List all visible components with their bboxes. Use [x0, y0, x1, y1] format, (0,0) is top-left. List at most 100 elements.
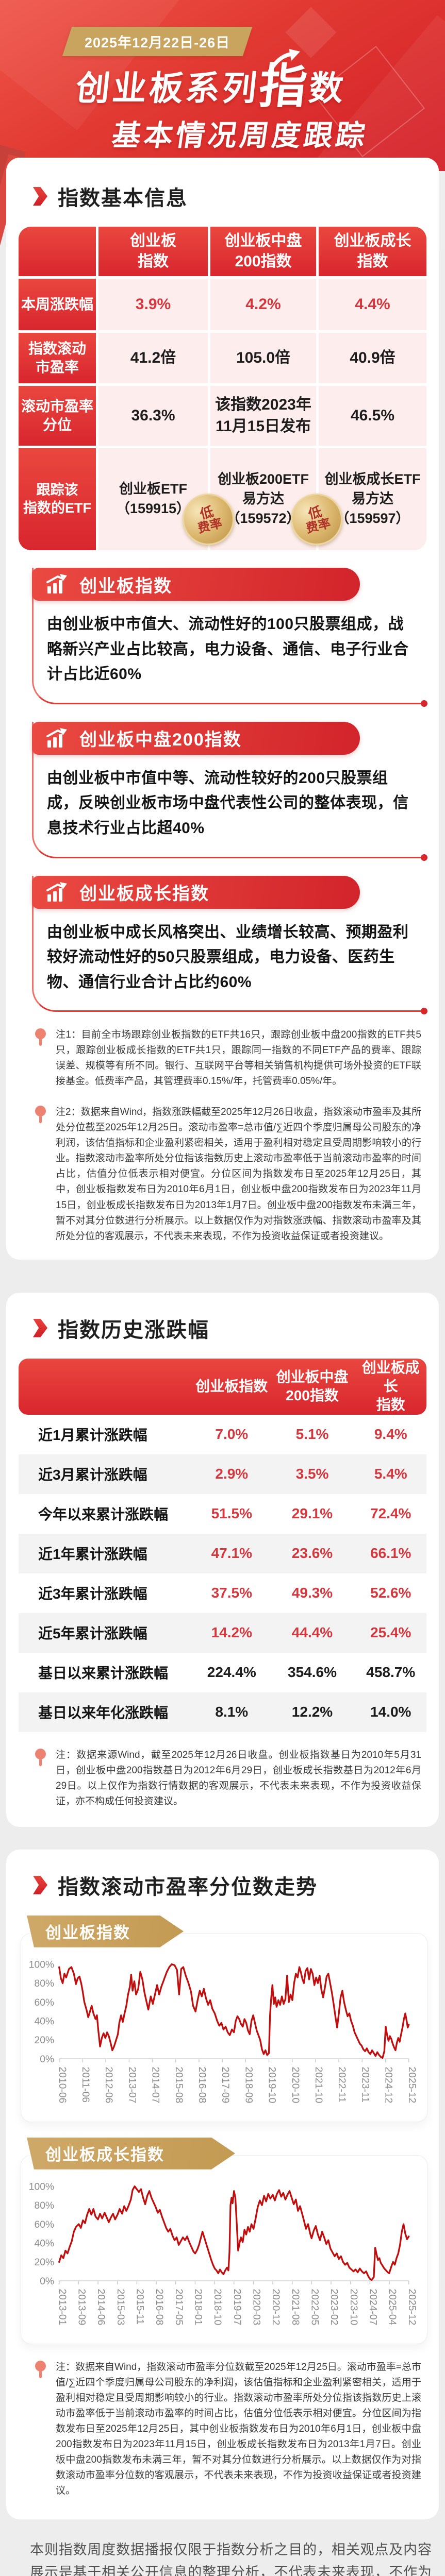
index-description-cyb200: 创业板中盘200指数 由创业板中市值中等、流动性较好的200只股票组成，反映创业…: [32, 721, 427, 861]
svg-text:80%: 80%: [34, 2200, 54, 2211]
table-cell: 37.5%: [211, 1585, 252, 1601]
table-cell: 该指数2023年 11月15日发布: [210, 386, 316, 446]
index-description-text: 由创业板中市值中等、流动性较好的200只股票组成，反映创业板市场中盘代表性公司的…: [47, 769, 409, 837]
svg-text:2019-10: 2019-10: [267, 2066, 277, 2103]
svg-text:2018-01: 2018-01: [192, 2289, 203, 2325]
pe-percentile-chart-cyb: 100% 80% 60% 40% 20% 0%2010-06 2011-06 2012-06 2…: [29, 1959, 417, 2103]
table-cell: 47.1%: [211, 1545, 252, 1562]
table-cell: 5.4%: [374, 1466, 407, 1482]
table-row: 近1年累计涨跌幅 47.1% 23.6% 66.1%: [19, 1533, 426, 1573]
svg-text:40%: 40%: [34, 2016, 54, 2027]
index-pill: 创业板中盘200指数: [32, 721, 360, 755]
table-column-header: 创业板 指数: [98, 227, 208, 276]
history-table-header: 创业板指数 创业板中盘 200指数 创业板成长 指数: [19, 1358, 426, 1415]
table-cell: 14.0%: [370, 1704, 411, 1720]
footnote-1: 注1：目前全市场跟踪创业板指数的ETF共16只，跟踪创业板中盘200指数的ETF…: [35, 1027, 421, 1089]
svg-text:2015-11: 2015-11: [134, 2289, 145, 2324]
svg-text:2017-05: 2017-05: [173, 2289, 184, 2325]
svg-text:2020-10: 2020-10: [290, 2066, 301, 2103]
disclaimer-footer: 本则指数周度数据播报仅限于指数分析之目的，相关观点及内容展示是基于相关公开信息的…: [30, 2541, 432, 2576]
chevron-icon: [33, 1318, 47, 1337]
svg-text:2024-12: 2024-12: [383, 2066, 394, 2103]
section-heading: 指数滚动市盈率分位数走势: [58, 1875, 318, 1899]
table-cell: 4.4%: [319, 279, 426, 330]
svg-text:2025-04: 2025-04: [387, 2289, 398, 2325]
table-cell: 49.3%: [291, 1585, 333, 1601]
history-note: 注：数据来源Wind，截至2025年12月26日收盘。创业板指数基日为2010年…: [35, 1748, 421, 1809]
trend-chart-icon: [45, 574, 68, 595]
table-cell: 12.2%: [291, 1704, 333, 1720]
svg-text:2020-03: 2020-03: [251, 2289, 261, 2325]
table-cell: 72.4%: [370, 1505, 411, 1522]
basic-info-card: 指数基本信息 创业板 指数 创业板中盘 200指数 创业板成长 指数本周涨跌幅 3.9…: [6, 158, 439, 1260]
svg-text:2015-03: 2015-03: [115, 2289, 126, 2325]
svg-text:40%: 40%: [34, 2238, 54, 2249]
svg-text:100%: 100%: [29, 2181, 54, 2192]
main-title-text: 数: [307, 69, 348, 107]
pe-trend-note: 注：数据来自Wind，指数滚动市盈率分位数截至2025年12月25日。滚动市盈率…: [35, 2360, 421, 2499]
svg-text:2017-09: 2017-09: [220, 2066, 230, 2103]
table-row-label: 今年以来累计涨跌幅: [38, 1506, 169, 1523]
table-row: 基日以来年化涨跌幅 8.1% 12.2% 14.0%: [19, 1692, 426, 1732]
main-title-text: 创业板系列: [74, 69, 261, 107]
date-range-text: 2025年12月22日-26日: [85, 35, 230, 50]
svg-text:20%: 20%: [34, 2257, 54, 2268]
chevron-icon: [33, 1875, 47, 1894]
table-row: 近3年累计涨跌幅 37.5% 49.3% 52.6%: [19, 1573, 426, 1613]
table-cell: 7.0%: [215, 1426, 249, 1443]
table-column-header: 创业板中盘 200指数: [210, 227, 316, 276]
section-heading: 指数基本信息: [58, 187, 188, 210]
table-row-label: 本周涨跌幅: [19, 279, 96, 330]
index-pill-title: 创业板中盘200指数: [79, 730, 242, 750]
table-cell: 44.4%: [291, 1624, 333, 1641]
svg-text:2013-01: 2013-01: [57, 2289, 68, 2325]
svg-text:2010-06: 2010-06: [57, 2066, 68, 2103]
svg-text:2020-12: 2020-12: [270, 2289, 281, 2325]
index-description-text: 由创业板中市值大、流动性好的100只股票组成，战略新兴产业占比较高，电力设备、通…: [47, 616, 409, 683]
footnote-2: 注2：数据来自Wind，指数涨跌幅截至2025年12月26日收盘，指数滚动市盈率…: [35, 1105, 421, 1244]
svg-text:0%: 0%: [40, 2054, 54, 2065]
svg-text:2018-09: 2018-09: [243, 2066, 254, 2103]
svg-text:2016-08: 2016-08: [154, 2289, 164, 2325]
table-row: 近5年累计涨跌幅 14.2% 44.4% 25.4%: [19, 1613, 426, 1653]
history-returns-table: 创业板指数 创业板中盘 200指数 创业板成长 指数 近1月累计涨跌幅 7.0% 5.1%…: [19, 1358, 426, 1732]
svg-text:2024-07: 2024-07: [367, 2289, 378, 2325]
note-pin-icon: [35, 1028, 46, 1046]
sub-title: 基本情况周度跟踪: [110, 119, 370, 151]
table-cell: 66.1%: [370, 1545, 411, 1562]
trend-chart-icon: [45, 727, 68, 749]
svg-text:60%: 60%: [34, 1997, 54, 2008]
section-title-history: 指数历史涨跌幅: [6, 1313, 439, 1343]
table-column-header: 创业板指数: [195, 1378, 268, 1394]
index-pill-title: 创业板指数: [79, 576, 172, 596]
table-cell: 52.6%: [370, 1585, 411, 1601]
section-title-pe-trend: 指数滚动市盈率分位数走势: [6, 1870, 439, 1900]
svg-text:2014-07: 2014-07: [150, 2066, 161, 2103]
table-row: 基日以来累计涨跌幅 224.4% 354.6% 458.7%: [19, 1653, 426, 1692]
svg-text:2022-05: 2022-05: [309, 2289, 320, 2325]
chart-ribbon-cyb: 创业板指数: [27, 1916, 184, 1947]
note-pin-icon: [35, 1106, 46, 1124]
table-cell: 3.5%: [295, 1466, 329, 1482]
table-row: 今年以来累计涨跌幅 51.5% 29.1% 72.4%: [19, 1494, 426, 1534]
table-cell: 46.5%: [319, 386, 426, 446]
table-column-header: 创业板中盘 200指数: [276, 1368, 349, 1404]
table-row: 近3月累计涨跌幅 2.9% 3.5% 5.4%: [19, 1454, 426, 1494]
header-banner: 2025年12月22日-26日 创业板系列指数 基本情况周度跟踪: [0, 0, 445, 335]
table-cell: 25.4%: [370, 1624, 411, 1641]
table-column-header: 创业板成长 指数: [319, 227, 426, 276]
svg-text:2023-10: 2023-10: [348, 2289, 359, 2325]
chart-box-cyb-growth: 100% 80% 60% 40% 20% 0% 2013-01 2013-09 2014-06 2…: [21, 2155, 427, 2344]
table-row-label: 近1年累计涨跌幅: [38, 1546, 147, 1563]
svg-text:2025-12: 2025-12: [406, 2066, 417, 2103]
svg-text:2021-10: 2021-10: [313, 2066, 324, 2103]
table-row-label: 近5年累计涨跌幅: [38, 1625, 147, 1642]
svg-text:0%: 0%: [40, 2276, 54, 2287]
history-returns-card: 指数历史涨跌幅 创业板指数 创业板中盘 200指数 创业板成长 指数 近1月累计涨跌幅…: [6, 1292, 439, 1827]
table-row-label: 近3年累计涨跌幅: [38, 1586, 147, 1602]
index-pill-title: 创业板成长指数: [79, 884, 209, 904]
table-cell: 3.9%: [98, 279, 208, 330]
svg-text:2018-10: 2018-10: [212, 2289, 223, 2325]
chart-box-cyb: 100% 80% 60% 40% 20% 0% 2010-06 2011-06 2012-06 2…: [21, 1933, 427, 2122]
